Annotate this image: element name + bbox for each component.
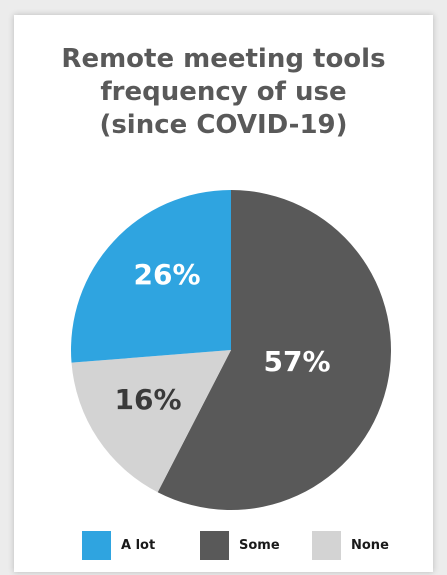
chart-card: Remote meeting tools frequency of use (s… <box>14 15 433 572</box>
pie-slice-none <box>71 350 231 493</box>
pie-slice-a-lot <box>71 190 231 363</box>
legend-label-some: Some <box>239 537 280 553</box>
legend-label-a-lot: A lot <box>121 537 156 553</box>
legend-swatch-none <box>312 530 341 560</box>
chart-title: Remote meeting tools frequency of use (s… <box>14 43 433 142</box>
pie-slice-some <box>157 190 391 511</box>
chart-title-line-3: (since COVID-19) <box>99 110 348 140</box>
chart-title-line-1: Remote meeting tools <box>61 44 386 74</box>
legend-item-none: None <box>312 530 389 560</box>
pie-label-none: 16% <box>114 383 181 416</box>
legend-label-none: None <box>351 537 389 553</box>
pie-label-a-lot: 26% <box>133 258 200 291</box>
pie-chart: 26% 57% 16% <box>71 190 391 511</box>
legend-swatch-some <box>200 530 229 560</box>
chart-title-line-2: frequency of use <box>100 77 347 107</box>
legend-swatch-a-lot <box>82 530 111 560</box>
pie-label-some: 57% <box>263 345 330 378</box>
chart-legend: A lot Some None <box>14 530 433 560</box>
legend-item-a-lot: A lot <box>82 530 155 560</box>
legend-item-some: Some <box>200 530 280 560</box>
